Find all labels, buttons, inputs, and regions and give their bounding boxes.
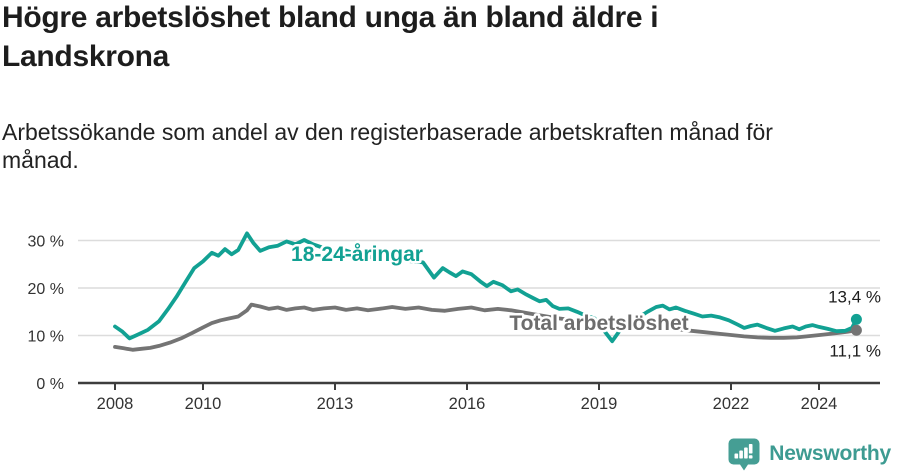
y-tick-label: 30 % [28, 234, 64, 251]
chart-title: Högre arbetslöshet bland unga än bland ä… [2, 1, 659, 73]
series-label-young: 18-24-åringar [291, 243, 423, 266]
x-tick-label: 2008 [97, 395, 134, 413]
x-tick-label: 2010 [185, 395, 222, 413]
y-tick-label: 20 % [28, 281, 64, 298]
end-value-label-young: 13,4 % [828, 287, 881, 306]
bar-chart-speech-bubble-icon [728, 438, 760, 471]
y-tick-label: 0 % [36, 376, 64, 393]
end-value-label-total: 11,1 % [829, 341, 881, 360]
newsworthy-logo: Newsworthy [727, 437, 891, 471]
series-line-total [113, 302, 859, 352]
chart-subtitle: Arbetssökande som andel av den registerb… [2, 119, 773, 173]
brand-name: Newsworthy [769, 442, 891, 465]
series-line-young [113, 231, 859, 344]
y-tick-label: 10 % [28, 329, 64, 346]
x-tick-label: 2013 [317, 395, 354, 413]
end-dot-total [850, 324, 862, 336]
series-label-total: Total arbetslöshet [509, 312, 688, 335]
x-tick-label: 2016 [449, 395, 486, 413]
x-tick-label: 2024 [801, 395, 838, 413]
x-tick-label: 2019 [581, 395, 618, 413]
end-dot-young [850, 313, 862, 325]
x-tick-label: 2022 [713, 395, 750, 413]
